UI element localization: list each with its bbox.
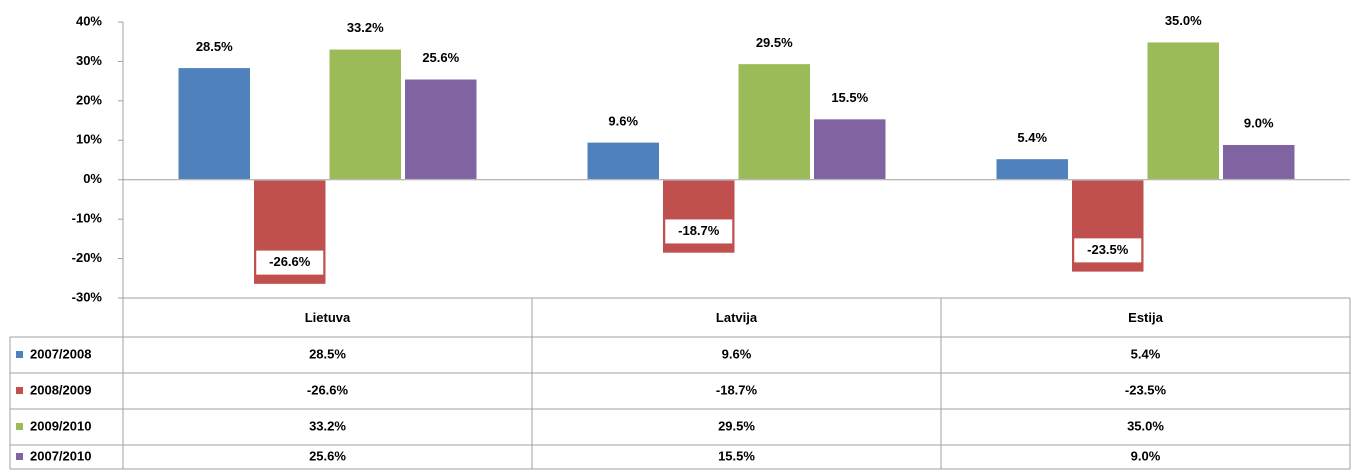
data-label-box — [1074, 238, 1142, 263]
legend-marker — [16, 453, 23, 460]
table-cell: 28.5% — [309, 346, 346, 361]
data-label-box — [256, 250, 324, 275]
data-label: 9.6% — [608, 113, 638, 128]
data-label: -18.7% — [678, 223, 720, 238]
table-cell: 25.6% — [309, 448, 346, 463]
y-tick-label: -30% — [72, 289, 103, 304]
data-label: 25.6% — [422, 50, 459, 65]
legend-marker — [16, 387, 23, 394]
bar — [328, 48, 403, 181]
legend-label: 2007/2010 — [30, 448, 91, 463]
table-cell: 9.0% — [1131, 448, 1161, 463]
bar — [812, 117, 887, 181]
legend-marker — [16, 423, 23, 430]
y-tick-label: 30% — [76, 53, 102, 68]
legend-label: 2009/2010 — [30, 418, 91, 433]
bar — [737, 62, 812, 181]
bar — [995, 157, 1070, 181]
x-tick-label: Lietuva — [305, 310, 351, 325]
data-label: 29.5% — [756, 35, 793, 50]
data-label: 33.2% — [347, 20, 384, 35]
bar — [1221, 143, 1296, 181]
y-tick-label: 10% — [76, 132, 102, 147]
x-tick-label: Latvija — [716, 310, 758, 325]
table-cell: 5.4% — [1131, 346, 1161, 361]
y-tick-label: 20% — [76, 92, 102, 107]
table-cell: -23.5% — [1125, 382, 1167, 397]
data-label: -26.6% — [269, 254, 311, 269]
data-label: 28.5% — [196, 39, 233, 54]
table-cell: -26.6% — [307, 382, 349, 397]
table-cell: 9.6% — [722, 346, 752, 361]
table-cell: 29.5% — [718, 418, 755, 433]
bar — [403, 78, 478, 181]
data-label: 15.5% — [831, 90, 868, 105]
legend-label: 2008/2009 — [30, 382, 91, 397]
y-tick-label: 0% — [83, 171, 102, 186]
table-cell: -18.7% — [716, 382, 758, 397]
bar — [1146, 40, 1221, 181]
table-cell: 15.5% — [718, 448, 755, 463]
data-label: -23.5% — [1087, 242, 1129, 257]
data-label: 35.0% — [1165, 13, 1202, 28]
y-tick-label: 40% — [76, 13, 102, 28]
legend-marker — [16, 351, 23, 358]
y-tick-label: -10% — [72, 211, 103, 226]
y-tick-label: -20% — [72, 250, 103, 265]
bar — [177, 66, 252, 181]
data-label: 5.4% — [1017, 130, 1047, 145]
x-tick-label: Estija — [1128, 310, 1163, 325]
data-label-box — [665, 219, 733, 244]
data-label: 9.0% — [1244, 116, 1274, 131]
table-cell: 35.0% — [1127, 418, 1164, 433]
table-cell: 33.2% — [309, 418, 346, 433]
bar — [586, 141, 661, 181]
legend-label: 2007/2008 — [30, 346, 91, 361]
